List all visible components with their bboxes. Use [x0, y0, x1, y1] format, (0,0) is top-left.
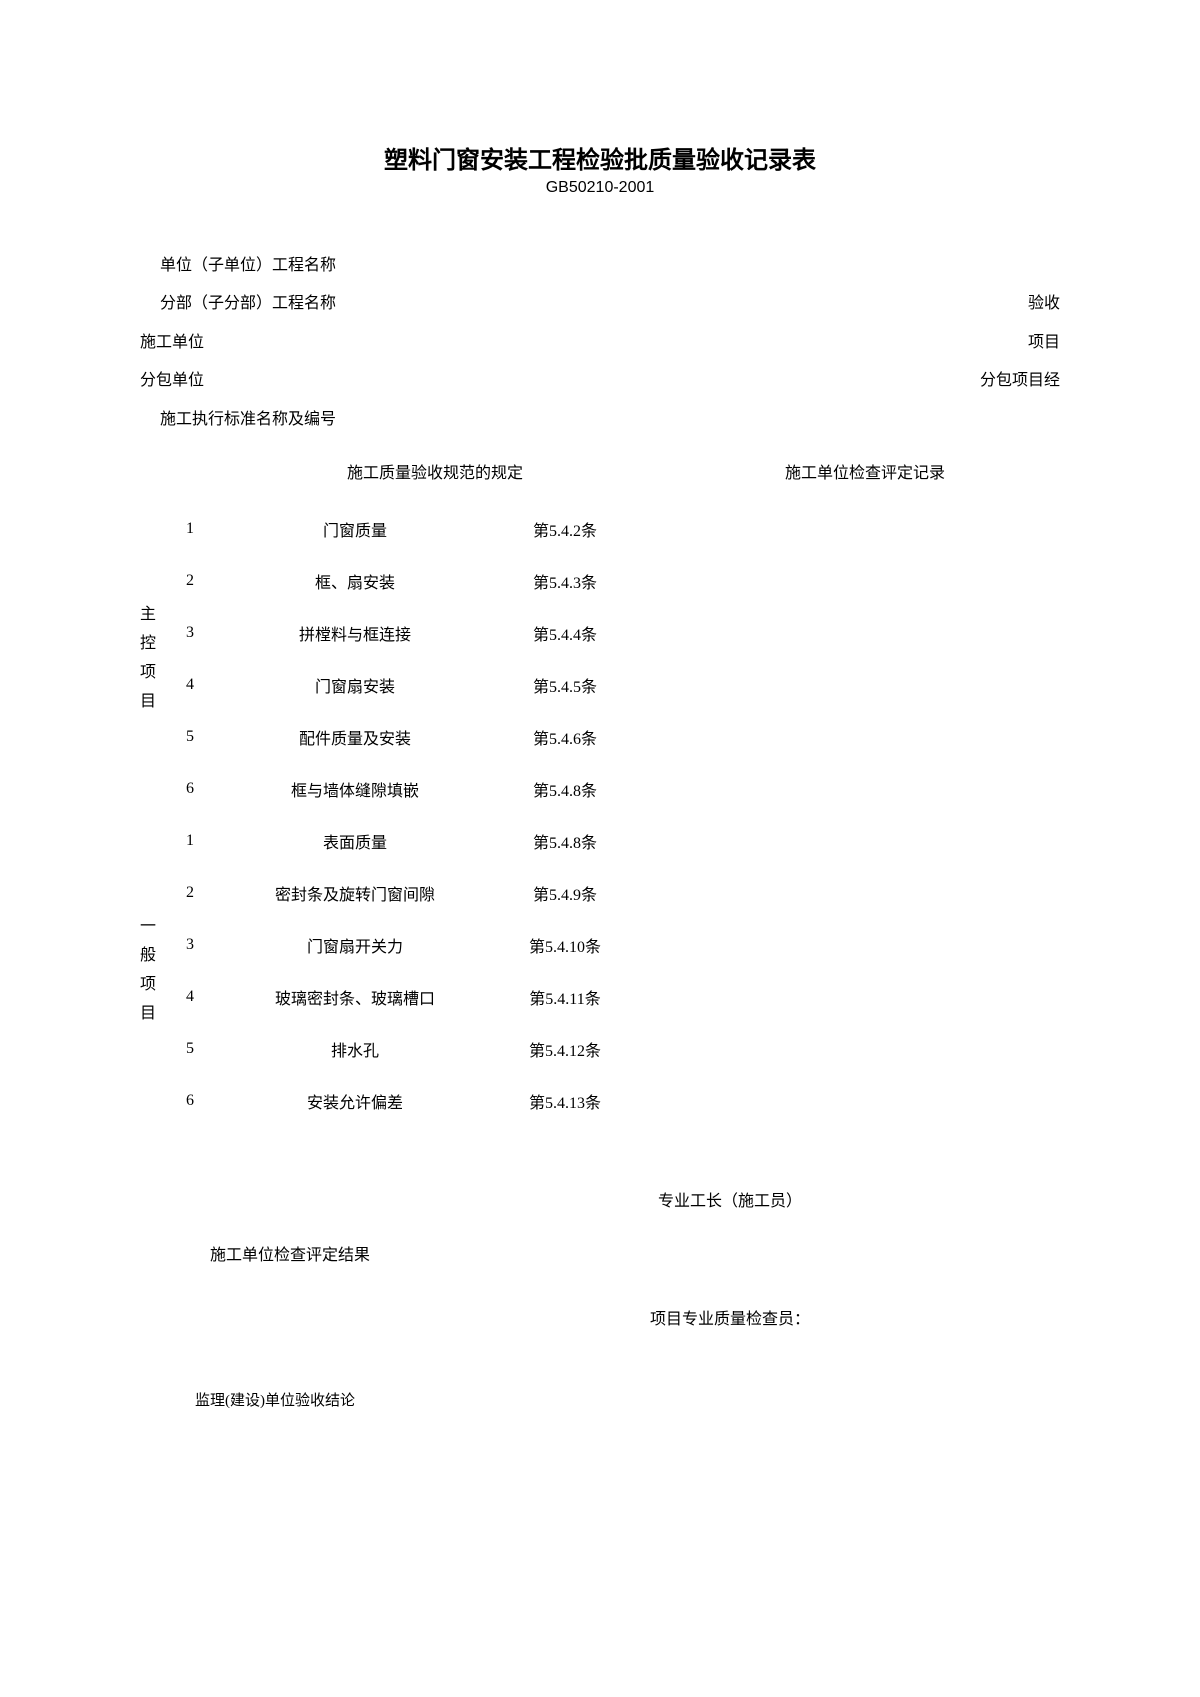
item-clause: 第5.4.11条 [490, 985, 640, 1009]
item-number: 4 [160, 676, 220, 694]
main-items-section: 主 控 项 目 1 门窗质量 第5.4.2条 2 框、扇安装 第5.4.3条 3… [140, 503, 1060, 815]
item-name: 门窗质量 [220, 517, 490, 541]
table-row: 5 配件质量及安装 第5.4.6条 [160, 711, 1060, 763]
header-row-standard: 施工执行标准名称及编号 [140, 401, 1060, 439]
item-name: 表面质量 [220, 829, 490, 853]
item-name: 排水孔 [220, 1037, 490, 1061]
item-clause: 第5.4.2条 [490, 517, 640, 541]
table-row: 2 密封条及旋转门窗间隙 第5.4.9条 [160, 867, 1060, 919]
sub-project-label: 分部（子分部）工程名称 [160, 285, 336, 323]
item-clause: 第5.4.10条 [490, 933, 640, 957]
general-label-char-3: 项 [140, 971, 160, 1000]
project-label: 项目 [1028, 324, 1060, 362]
general-label-char-1: 一 [140, 913, 160, 942]
columns-header: 施工质量验收规范的规定 施工单位检查评定记录 [140, 459, 1060, 483]
item-number: 2 [160, 572, 220, 590]
item-clause: 第5.4.3条 [490, 569, 640, 593]
document-title: 塑料门窗安装工程检验批质量验收记录表 [140, 140, 1060, 175]
item-number: 1 [160, 520, 220, 538]
item-number: 5 [160, 1040, 220, 1058]
main-category-label: 主 控 项 目 [140, 503, 160, 815]
item-clause: 第5.4.8条 [490, 829, 640, 853]
item-name: 拼樘料与框连接 [220, 621, 490, 645]
item-name: 密封条及旋转门窗间隙 [220, 881, 490, 905]
table-row: 6 框与墙体缝隙填嵌 第5.4.8条 [160, 763, 1060, 815]
footer-foreman-line: 专业工长（施工员） [140, 1187, 1060, 1211]
item-name: 安装允许偏差 [220, 1089, 490, 1113]
item-number: 5 [160, 728, 220, 746]
table-row: 3 门窗扇开关力 第5.4.10条 [160, 919, 1060, 971]
construction-unit-label: 施工单位 [140, 324, 204, 362]
header-row-sub-project: 分部（子分部）工程名称 验收 [140, 285, 1060, 323]
item-clause: 第5.4.9条 [490, 881, 640, 905]
item-number: 6 [160, 1092, 220, 1110]
item-name: 门窗扇开关力 [220, 933, 490, 957]
item-clause: 第5.4.12条 [490, 1037, 640, 1061]
item-number: 6 [160, 780, 220, 798]
title-block: 塑料门窗安装工程检验批质量验收记录表 GB50210-2001 [140, 140, 1060, 197]
inspector-label: 项目专业质量检查员： [140, 1305, 1060, 1329]
item-clause: 第5.4.13条 [490, 1089, 640, 1113]
spec-column-header: 施工质量验收规范的规定 [140, 459, 670, 483]
footer-inspector-line: 项目专业质量检查员： [140, 1305, 1060, 1329]
main-label-char-3: 项 [140, 659, 160, 688]
header-row-subcontractor: 分包单位 分包项目经 [140, 362, 1060, 400]
subcontractor-label: 分包单位 [140, 362, 204, 400]
item-clause: 第5.4.4条 [490, 621, 640, 645]
foreman-label: 专业工长（施工员） [140, 1187, 1060, 1211]
footer-block: 专业工长（施工员） 施工单位检查评定结果 项目专业质量检查员： 监理(建设)单位… [140, 1187, 1060, 1410]
general-items-section: 一 般 项 目 1 表面质量 第5.4.8条 2 密封条及旋转门窗间隙 第5.4… [140, 815, 1060, 1127]
table-row: 4 门窗扇安装 第5.4.5条 [160, 659, 1060, 711]
header-info: 单位（子单位）工程名称 分部（子分部）工程名称 验收 施工单位 项目 分包单位 … [140, 247, 1060, 439]
unit-project-label: 单位（子单位）工程名称 [160, 247, 336, 285]
general-label-char-2: 般 [140, 942, 160, 971]
table-row: 1 门窗质量 第5.4.2条 [160, 503, 1060, 555]
item-name: 玻璃密封条、玻璃槽口 [220, 985, 490, 1009]
item-clause: 第5.4.8条 [490, 777, 640, 801]
item-number: 4 [160, 988, 220, 1006]
general-category-label: 一 般 项 目 [140, 815, 160, 1127]
general-label-char-4: 目 [140, 1000, 160, 1029]
item-name: 门窗扇安装 [220, 673, 490, 697]
item-name: 框、扇安装 [220, 569, 490, 593]
table-row: 3 拼樘料与框连接 第5.4.4条 [160, 607, 1060, 659]
main-label-char-2: 控 [140, 630, 160, 659]
subcontract-pm-label: 分包项目经 [980, 362, 1060, 400]
acceptance-label: 验收 [1028, 285, 1060, 323]
item-name: 框与墙体缝隙填嵌 [220, 777, 490, 801]
item-number: 1 [160, 832, 220, 850]
item-number: 3 [160, 936, 220, 954]
item-number: 2 [160, 884, 220, 902]
main-label-char-4: 目 [140, 688, 160, 717]
main-label-char-1: 主 [140, 601, 160, 630]
item-name: 配件质量及安装 [220, 725, 490, 749]
table-row: 2 框、扇安装 第5.4.3条 [160, 555, 1060, 607]
conclusion-label: 监理(建设)单位验收结论 [140, 1389, 1060, 1410]
standard-label: 施工执行标准名称及编号 [160, 401, 336, 439]
table-row: 5 排水孔 第5.4.12条 [160, 1023, 1060, 1075]
main-items-list: 1 门窗质量 第5.4.2条 2 框、扇安装 第5.4.3条 3 拼樘料与框连接… [160, 503, 1060, 815]
header-row-construction-unit: 施工单位 项目 [140, 324, 1060, 362]
table-row: 4 玻璃密封条、玻璃槽口 第5.4.11条 [160, 971, 1060, 1023]
document-code: GB50210-2001 [140, 179, 1060, 197]
table-row: 6 安装允许偏差 第5.4.13条 [160, 1075, 1060, 1127]
item-number: 3 [160, 624, 220, 642]
general-items-list: 1 表面质量 第5.4.8条 2 密封条及旋转门窗间隙 第5.4.9条 3 门窗… [160, 815, 1060, 1127]
result-label: 施工单位检查评定结果 [140, 1241, 1060, 1265]
header-row-unit-project: 单位（子单位）工程名称 [140, 247, 1060, 285]
item-clause: 第5.4.6条 [490, 725, 640, 749]
item-clause: 第5.4.5条 [490, 673, 640, 697]
table-row: 1 表面质量 第5.4.8条 [160, 815, 1060, 867]
record-column-header: 施工单位检查评定记录 [670, 459, 1060, 483]
